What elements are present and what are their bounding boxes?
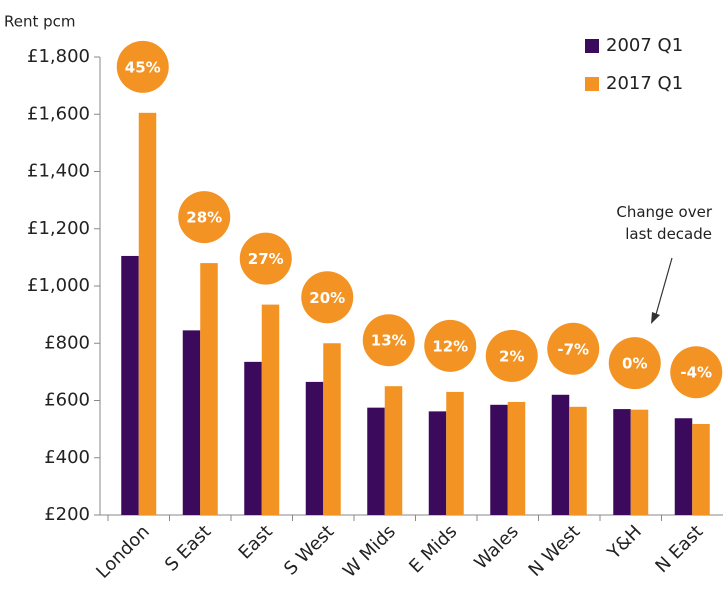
bar xyxy=(490,404,508,515)
legend-swatch xyxy=(585,77,599,91)
change-label: 27% xyxy=(248,250,284,268)
legend-label: 2007 Q1 xyxy=(606,35,683,56)
y-tick-label: £1,000 xyxy=(27,275,90,296)
change-label: 28% xyxy=(186,209,222,227)
bar xyxy=(121,255,139,515)
change-badge xyxy=(116,40,169,93)
x-tick-label: W Mids xyxy=(339,521,400,582)
x-tick-label: S East xyxy=(161,521,215,575)
change-badge xyxy=(362,314,415,367)
x-tick-label: Y&H xyxy=(603,521,646,564)
bar xyxy=(200,263,218,515)
change-badge xyxy=(424,319,477,372)
annotation-arrowhead xyxy=(651,312,660,324)
x-tick-label: Wales xyxy=(470,521,522,573)
y-tick-label: £400 xyxy=(44,447,90,468)
x-tick-label: S West xyxy=(280,521,338,579)
change-badge xyxy=(301,271,354,324)
change-label: 13% xyxy=(371,332,407,350)
y-tick-label: £200 xyxy=(44,504,90,525)
bar xyxy=(569,406,587,515)
bar xyxy=(428,411,447,515)
x-tick-label: N East xyxy=(651,521,707,577)
change-badge xyxy=(239,232,292,285)
y-tick-label: £1,600 xyxy=(27,103,90,124)
bar xyxy=(692,423,710,515)
bar xyxy=(367,407,385,515)
change-label: -7% xyxy=(557,340,589,358)
bar xyxy=(674,418,693,515)
bar xyxy=(305,381,324,515)
y-tick-label: £1,400 xyxy=(27,161,90,182)
legend-label: 2017 Q1 xyxy=(606,73,683,94)
change-badge xyxy=(485,329,538,382)
bar xyxy=(630,409,649,515)
annotation-arrow xyxy=(654,257,673,319)
y-axis-label: Rent pcm xyxy=(4,13,76,31)
change-label: 2% xyxy=(499,347,524,365)
x-tick-label: N West xyxy=(525,521,585,581)
annotation: Change over last decade xyxy=(616,203,712,243)
change-badge xyxy=(608,337,661,390)
change-label: 12% xyxy=(432,337,468,355)
bar xyxy=(551,394,570,515)
change-badge xyxy=(547,322,600,375)
bar xyxy=(323,343,341,515)
y-tick-label: £800 xyxy=(44,332,90,353)
bar xyxy=(138,112,157,515)
bar xyxy=(446,391,464,515)
change-label: -4% xyxy=(680,364,712,382)
change-label: 45% xyxy=(125,58,161,76)
change-badge xyxy=(670,346,723,399)
bar xyxy=(244,361,262,515)
bar xyxy=(261,304,280,515)
y-tick-label: £600 xyxy=(44,390,90,411)
bar xyxy=(384,386,403,515)
bar xyxy=(613,409,631,515)
change-badge xyxy=(178,191,231,244)
change-label: 20% xyxy=(309,289,345,307)
bar xyxy=(507,401,526,515)
y-tick-label: £1,200 xyxy=(27,218,90,239)
x-tick-label: E Mids xyxy=(405,521,461,577)
y-tick-label: £1,800 xyxy=(27,46,90,67)
x-tick-label: East xyxy=(235,521,277,563)
change-label: 0% xyxy=(622,355,647,373)
legend-swatch xyxy=(585,39,599,53)
x-tick-label: London xyxy=(92,521,154,583)
bar xyxy=(182,330,201,515)
